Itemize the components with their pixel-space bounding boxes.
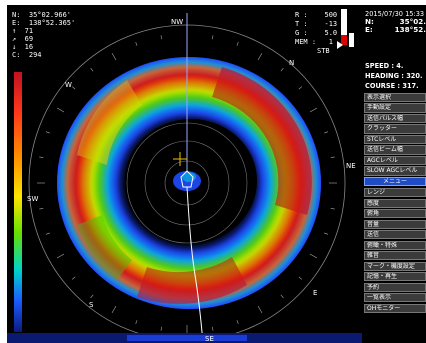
menu-item[interactable]: 送信ビーム幅 <box>364 145 426 155</box>
bearing-tick <box>257 52 263 61</box>
stb-label: STB <box>317 47 330 55</box>
bearing-tick <box>324 232 329 235</box>
bearing-tick <box>39 156 44 158</box>
level-bar-1 <box>341 9 347 45</box>
datetime: 2015/07/30 15:33 <box>365 10 425 18</box>
bearing-tick <box>90 294 94 299</box>
menu-item[interactable]: 俯瞰・特殊 <box>364 240 426 250</box>
bearing-tick <box>111 52 117 61</box>
level-bars <box>341 9 363 53</box>
lat-label: N: <box>365 17 374 26</box>
bearing-tick <box>39 208 44 210</box>
compass-n: N <box>289 59 295 67</box>
compass-s: S <box>89 301 94 309</box>
menu-item[interactable]: OHモニター <box>364 303 426 313</box>
readout-line: ↑ 71 <box>12 27 34 35</box>
menu-item[interactable]: 俯角 <box>364 209 426 219</box>
menu-item[interactable]: 送信パルス幅 <box>364 113 426 124</box>
gain-value: G : 5.0 <box>295 29 338 37</box>
ship-track <box>186 186 204 343</box>
menu-item[interactable]: 送信 <box>364 230 426 240</box>
bearing-tick <box>330 208 335 210</box>
position-readout: N: 35°02.966' E: 138°52.365' ↑ 71 ↗ 69 ↓… <box>12 11 75 59</box>
compass-ne: NE <box>346 162 356 170</box>
bottom-echo-band-bright <box>127 335 247 341</box>
bearing-tick <box>236 41 239 46</box>
lat-value: 35°02. <box>399 17 426 26</box>
menu-item[interactable]: 予約 <box>364 282 426 292</box>
readout-line: N: 35°02.966' <box>12 11 72 19</box>
menu-item[interactable]: 音量 <box>364 219 426 229</box>
heading: HEADING : 320. <box>365 72 423 80</box>
arrow-marker-icon <box>337 41 343 49</box>
bearing-tick <box>257 305 263 314</box>
menu-item[interactable]: AGCレベル <box>364 155 426 166</box>
bearing-tick <box>324 131 329 134</box>
compass-w: W <box>65 81 72 89</box>
bearing-tick <box>309 107 318 113</box>
bearing-tick <box>280 294 284 299</box>
level-bar-2 <box>349 33 354 47</box>
sonar-screen: N: 35°02.966' E: 138°52.365' ↑ 71 ↗ 69 ↓… <box>7 5 426 343</box>
sonar-display[interactable] <box>7 5 362 343</box>
menu-item[interactable]: 感度 <box>364 198 426 208</box>
compass-e: E <box>313 289 318 297</box>
range-value: R : 500 <box>295 11 338 19</box>
menu-item[interactable]: 記憶・再生 <box>364 272 426 282</box>
bearing-ticks <box>37 33 337 333</box>
menu-item[interactable]: 雑音 <box>364 251 426 261</box>
latitude: N: 35°02. <box>365 18 426 26</box>
bearing-tick <box>160 35 162 40</box>
bearing-tick <box>71 86 76 90</box>
readout-line: ↗ 69 <box>12 35 34 43</box>
bearing-tick <box>45 131 50 134</box>
bearing-tick <box>56 253 65 259</box>
side-panel: 2015/07/30 15:33 N: 35°02. E: 138°52. SPEE… <box>363 5 426 343</box>
compass-se: SE <box>205 335 214 343</box>
lon-value: 138°52. <box>394 25 426 34</box>
readout-line: C: 294 <box>12 51 42 59</box>
bearing-tick <box>45 232 50 235</box>
bearing-tick <box>298 276 303 280</box>
cursor-cross-icon[interactable] <box>173 152 187 166</box>
bearing-tick <box>236 320 239 325</box>
bearing-tick <box>90 67 94 72</box>
bearing-tick <box>330 156 335 158</box>
bearing-tick <box>111 305 117 314</box>
menu-item[interactable]: マーク・機度設定 <box>364 261 426 271</box>
menu-item[interactable]: 表示選択 <box>364 93 426 103</box>
gps-info: 2015/07/30 15:33 N: 35°02. E: 138°52. <box>365 10 426 34</box>
bearing-tick <box>212 326 214 331</box>
bearing-tick <box>212 35 214 40</box>
bearing-tick <box>280 67 284 72</box>
bearing-tick <box>309 253 318 259</box>
speed: SPEED : 4. <box>365 62 404 70</box>
bearing-tick <box>56 107 65 113</box>
menu-item[interactable]: STCレベル <box>364 134 426 145</box>
course: COURSE : 317. <box>365 82 419 90</box>
readout-line: ↓ 16 <box>12 43 34 51</box>
menu-item[interactable]: クラッター <box>364 124 426 134</box>
mem-value: MEM : 1 <box>295 38 333 46</box>
menu-item[interactable]: レンジ <box>364 188 426 198</box>
tilt-value: T : -13 <box>295 20 338 28</box>
bearing-tick <box>135 320 138 325</box>
nav-info: SPEED : 4. HEADING : 320. COURSE : 317. <box>365 61 426 91</box>
bearing-tick <box>298 86 303 90</box>
range-readout: R : 500 T : -13 G : 5.0 MEM : 1 STB <box>295 11 337 56</box>
compass-nw: NW <box>171 18 184 26</box>
menu-item[interactable]: SLOW AGCレベル <box>364 166 426 176</box>
compass-sw: SW <box>27 195 39 203</box>
longitude: E: 138°52. <box>365 26 426 34</box>
readout-line: E: 138°52.365' <box>12 19 76 27</box>
color-scale-bar <box>14 72 22 332</box>
menu-item[interactable]: メニュー <box>364 176 426 187</box>
bearing-tick <box>135 41 138 46</box>
menu-item[interactable]: 一覧表示 <box>364 293 426 303</box>
bearing-tick <box>160 326 162 331</box>
function-menu: 表示選択 手動設定 送信パルス幅 クラッター STCレベル 送信ビーム幅 AGCレベル SLO… <box>364 93 426 314</box>
bearing-tick <box>71 276 76 280</box>
lon-label: E: <box>365 25 373 34</box>
menu-item[interactable]: 手動設定 <box>364 103 426 113</box>
